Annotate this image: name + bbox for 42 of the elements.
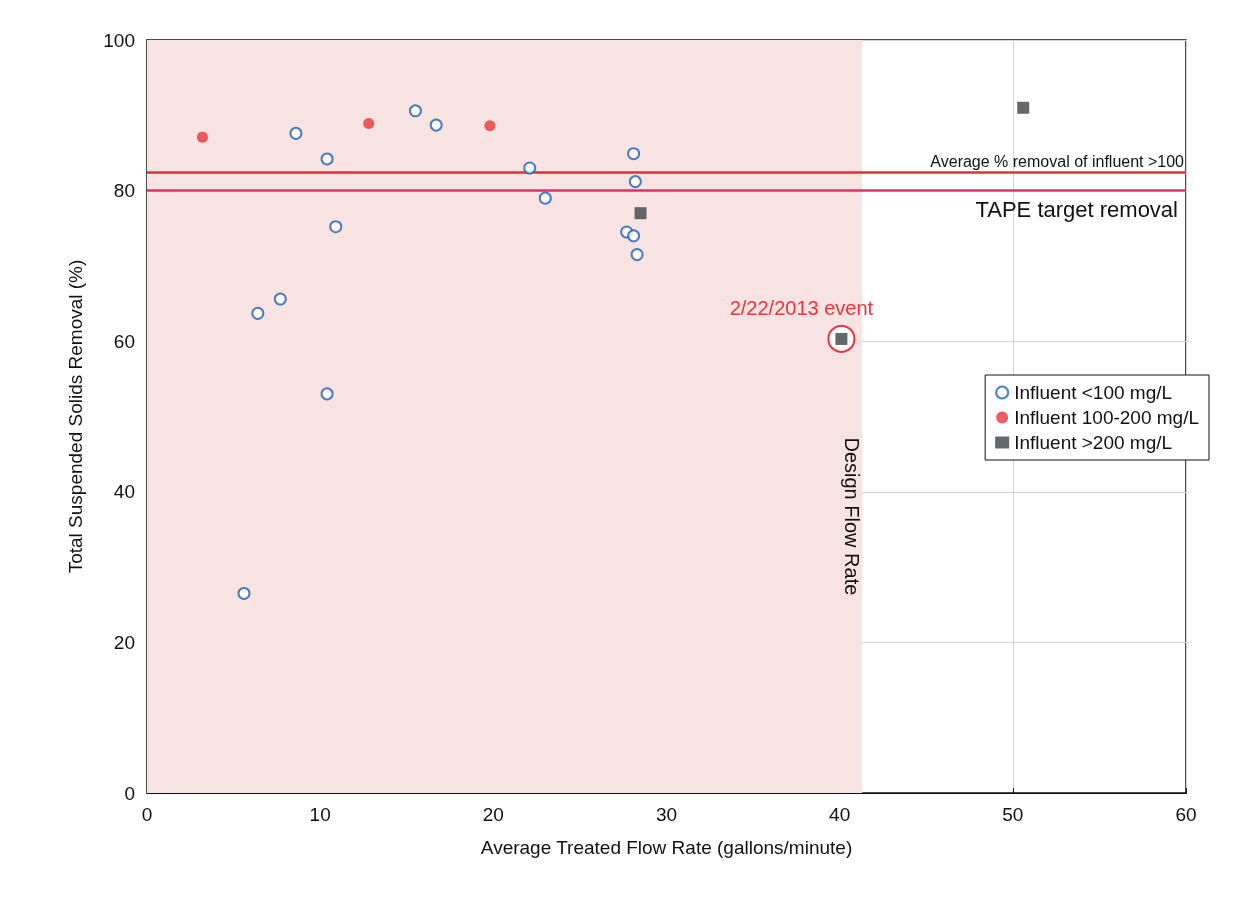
ref-line-label: Average % removal of influent >100: [930, 153, 1185, 171]
y-tick-label: 40: [113, 481, 135, 503]
point: [273, 292, 287, 306]
y-tick-label: 100: [103, 29, 135, 51]
legend-label: Influent >200 mg/L: [1014, 432, 1173, 453]
point: [196, 131, 208, 143]
annotation: 2/22/2013 event: [729, 296, 874, 319]
point: [628, 175, 642, 189]
x-tick-label: 60: [1175, 804, 1197, 825]
point: [320, 152, 334, 166]
point: [429, 118, 443, 132]
y-tick-label: 60: [113, 330, 135, 352]
point: [627, 147, 641, 161]
point: [363, 118, 375, 130]
ref-line-label: TAPE target removal: [975, 197, 1178, 223]
x-tick-label: 0: [141, 804, 153, 825]
y-tick-label: 20: [113, 631, 135, 653]
x-axis-title: Average Treated Flow Rate (gallons/minute): [480, 837, 853, 858]
point: [408, 104, 422, 118]
point: [523, 161, 537, 175]
point: [237, 586, 251, 600]
x-tick-label: 20: [482, 804, 504, 825]
y-tick-label: 80: [113, 180, 135, 202]
x-tick-label: 40: [829, 804, 851, 825]
point: [630, 248, 644, 262]
x-tick-label: 50: [1002, 804, 1024, 825]
point: [329, 220, 343, 234]
point: [538, 191, 552, 205]
point: [634, 207, 647, 220]
point: [1017, 101, 1030, 114]
x-tick-label: 30: [655, 804, 678, 825]
legend-label: Influent 100-200 mg/L: [1014, 407, 1200, 428]
point: [289, 126, 303, 140]
y-tick-label: 0: [124, 782, 135, 804]
legend-label: Influent <100 mg/L: [1014, 382, 1173, 403]
x-tick-label: 10: [309, 804, 331, 825]
point: [627, 229, 641, 243]
point: [251, 306, 265, 320]
point: [484, 120, 496, 132]
point: [320, 387, 334, 401]
y-axis-title: Total Suspended Solids Removal (%): [65, 259, 86, 574]
band-label: Design Flow Rate: [841, 437, 864, 596]
